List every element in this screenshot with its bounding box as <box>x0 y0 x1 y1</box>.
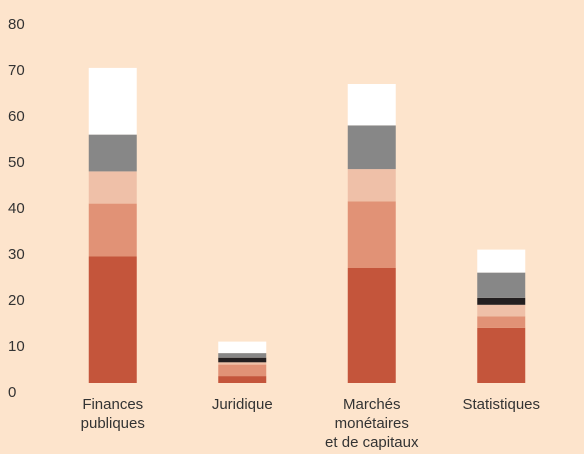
bar-segment <box>88 203 137 257</box>
x-tick-label: Statistiques <box>462 396 540 413</box>
bar-segment <box>477 304 526 317</box>
bar-segment <box>347 268 396 383</box>
x-tick-label: Finances publiques <box>81 396 145 432</box>
bar-segment <box>477 249 526 273</box>
bar-segment <box>347 125 396 170</box>
y-tick-label: 80 <box>8 16 25 33</box>
bar-segment <box>88 134 137 172</box>
bar-segment <box>218 364 267 377</box>
y-tick-label: 40 <box>8 200 25 217</box>
x-tick-label-line: Statistiques <box>462 396 540 413</box>
y-tick-label: 50 <box>8 154 25 171</box>
bar-segment <box>477 272 526 298</box>
y-tick-label: 30 <box>8 246 25 263</box>
bar-segment <box>218 341 267 354</box>
y-tick-label: 0 <box>8 384 16 401</box>
x-tick-label-line: publiques <box>81 415 145 432</box>
bar-segment <box>88 67 137 135</box>
bar-segment <box>347 201 396 268</box>
y-tick-label: 70 <box>8 62 25 79</box>
y-tick-label: 10 <box>8 338 25 355</box>
y-tick-label: 60 <box>8 108 25 125</box>
bar-segment <box>477 297 526 305</box>
x-tick-label-line: Finances <box>82 396 143 413</box>
bar-segment <box>477 316 526 328</box>
bar-segment <box>218 362 267 365</box>
x-tick-label: Juridique <box>212 396 273 413</box>
x-tick-label-line: Juridique <box>212 396 273 413</box>
bar-segment <box>347 169 396 202</box>
bar-segment <box>477 327 526 383</box>
bar-segment <box>218 357 267 363</box>
bar-segment <box>347 84 396 126</box>
x-tick-label-line: et de capitaux <box>325 434 419 451</box>
x-tick-label-line: monétaires <box>335 415 409 432</box>
bar-segment <box>218 376 267 383</box>
bar-segment <box>88 256 137 383</box>
x-tick-label-line: Marchés <box>343 396 401 413</box>
bar-segment <box>218 353 267 358</box>
y-tick-label: 20 <box>8 292 25 309</box>
x-tick-label: Marchés monétaires et de capitaux <box>325 396 419 451</box>
bar-segment <box>88 171 137 204</box>
